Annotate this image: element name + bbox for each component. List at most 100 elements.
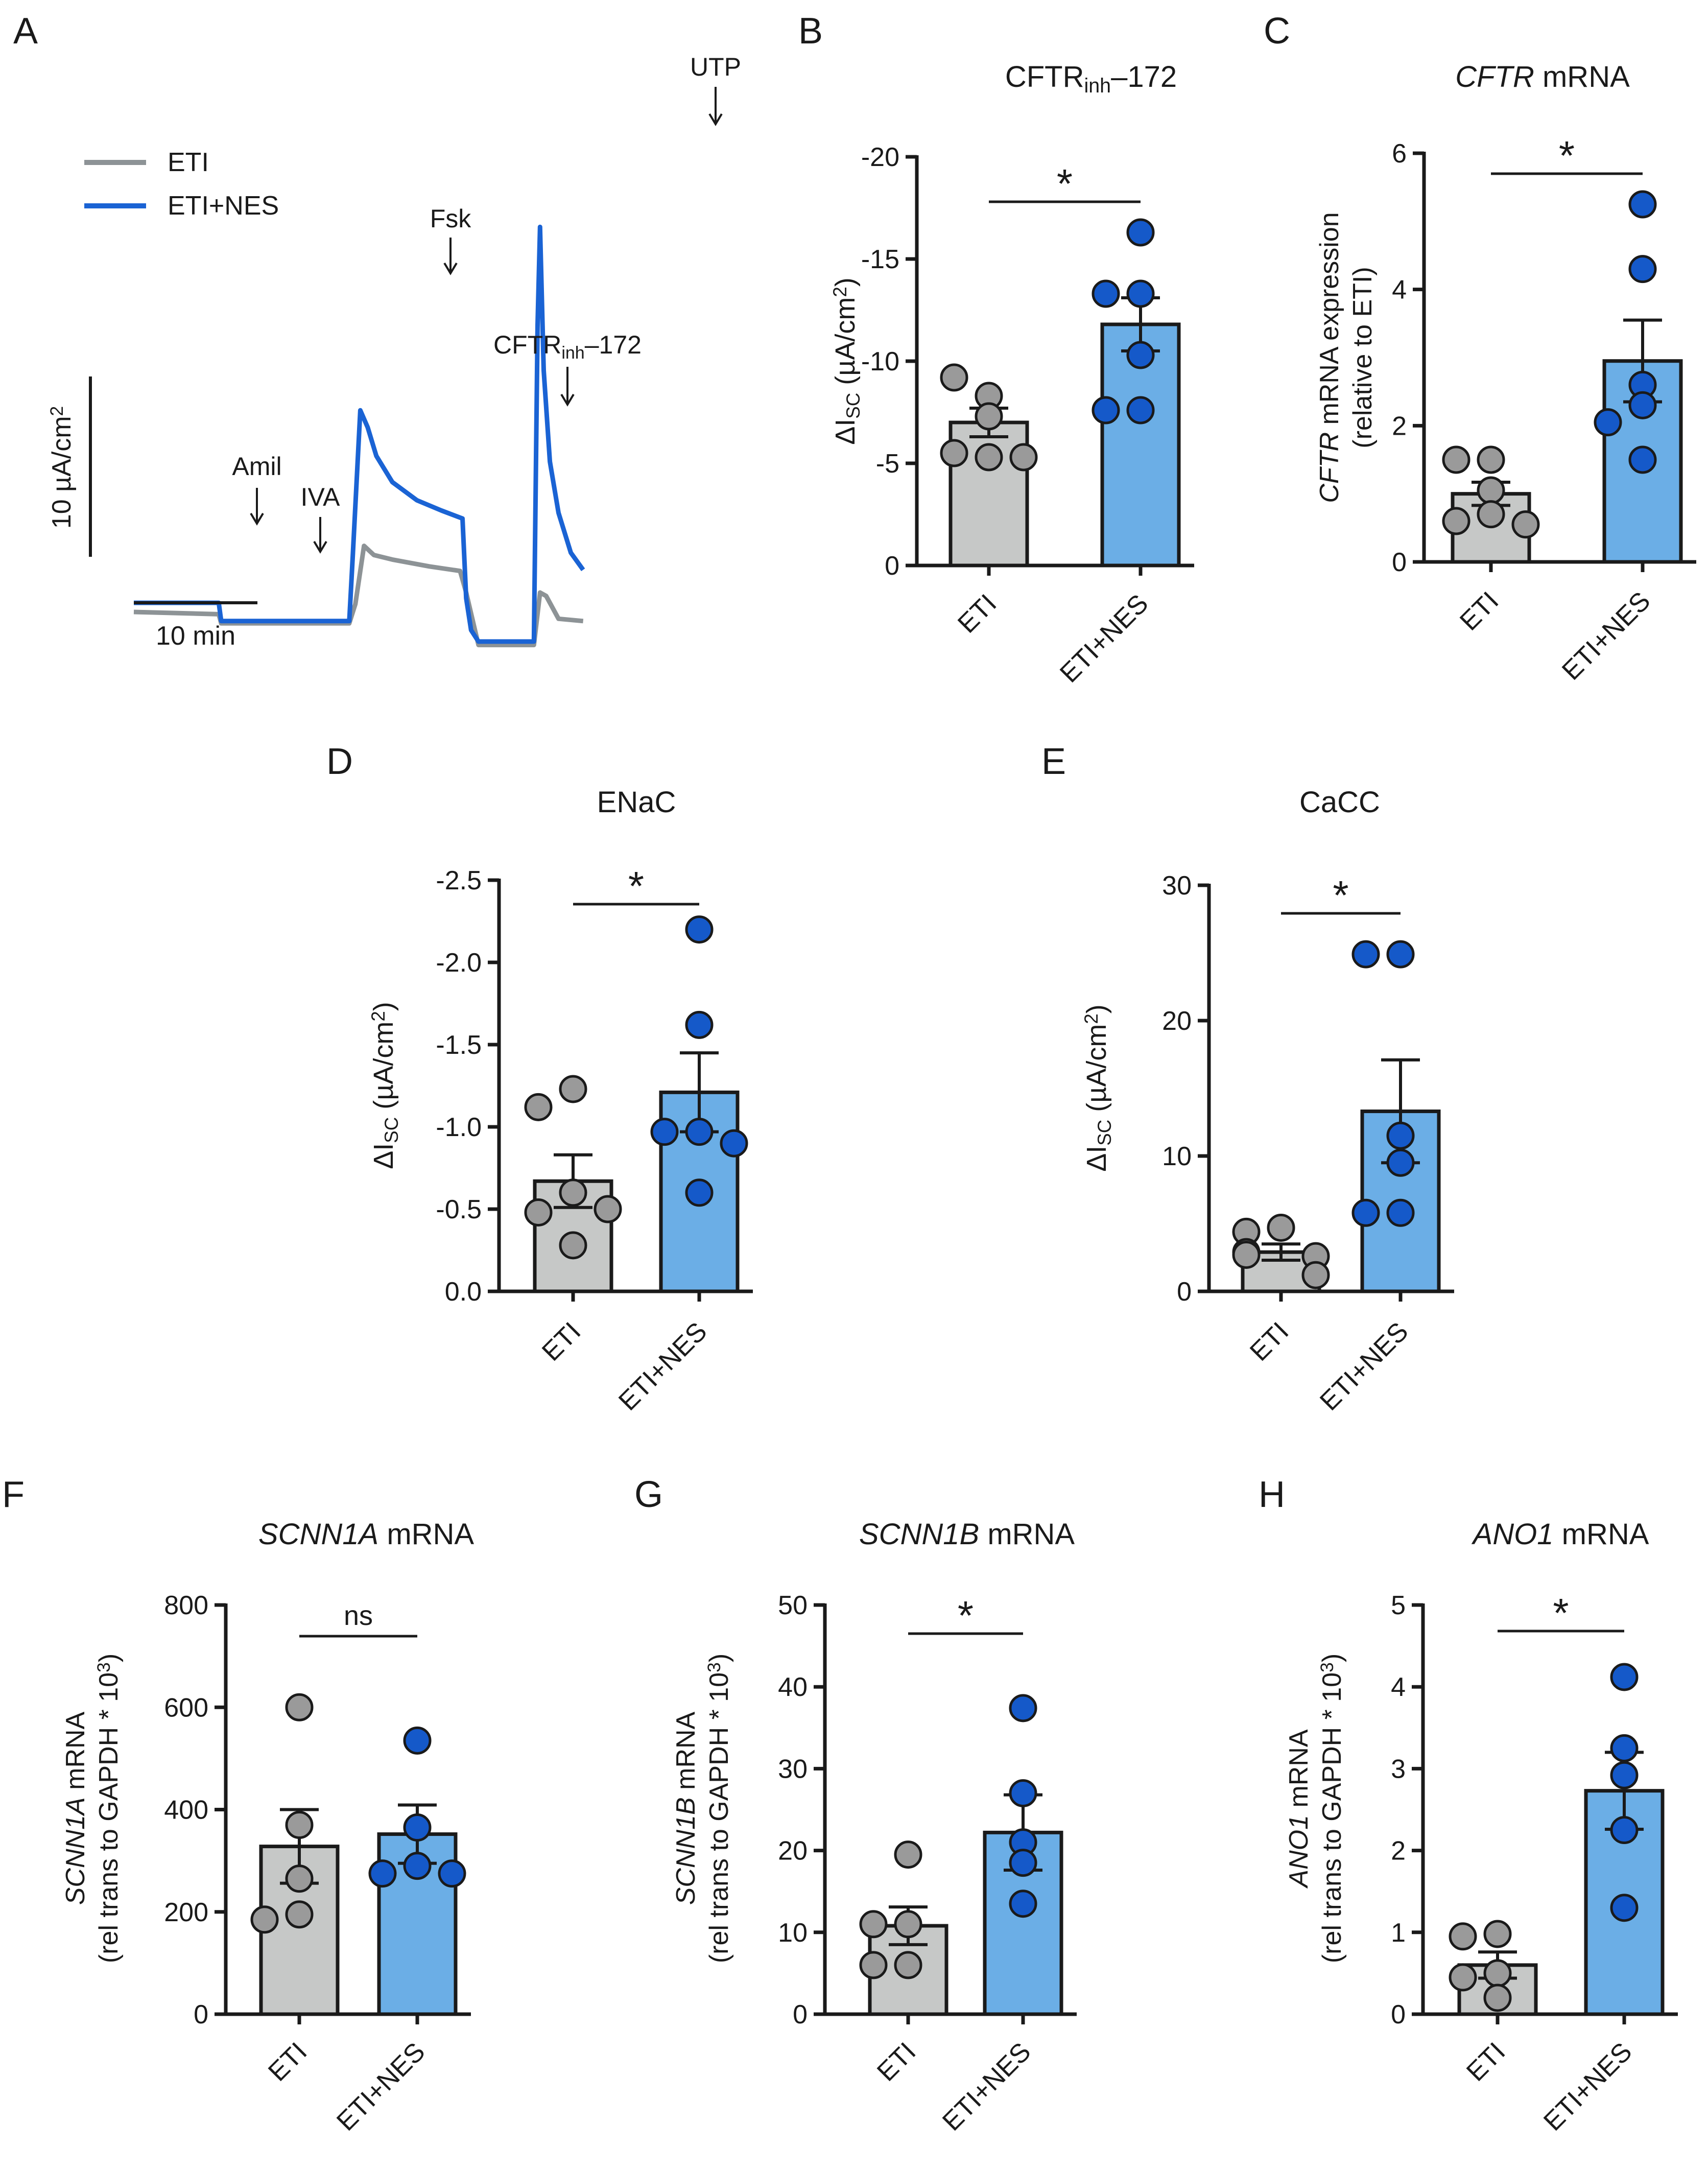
data-point-eti — [594, 1195, 622, 1223]
data-point-eti-nes — [1126, 218, 1155, 247]
data-point-eti-nes — [720, 1129, 748, 1158]
data-point-eti-nes — [1610, 1894, 1639, 1922]
significance-label: * — [1553, 1590, 1569, 1636]
annotation-arrow-head — [560, 393, 575, 407]
y-tick-label: 10 — [1162, 1142, 1192, 1171]
data-point-eti — [859, 1910, 888, 1939]
x-tick-label-eti-nes: ETI+NES — [1556, 586, 1656, 686]
chart-title: CFTR mRNA — [1455, 60, 1630, 93]
annotation-label: Fsk — [430, 204, 472, 233]
y-tick-label: 20 — [1162, 1006, 1192, 1036]
chart-title: CFTRinh–172 — [1005, 60, 1177, 97]
y-axis-label-line-1: SCNN1A mRNA — [61, 1711, 90, 1905]
data-point-eti-nes — [1386, 1148, 1415, 1177]
significance-label: * — [1333, 872, 1348, 918]
chart-title: ANO1 mRNA — [1472, 1518, 1649, 1551]
data-point-eti-nes — [1610, 1761, 1639, 1789]
data-point-eti-nes — [1092, 279, 1120, 308]
data-point-eti-nes — [1386, 1121, 1415, 1150]
y-axis-label-line-1: ANO1 mRNA — [1284, 1729, 1314, 1889]
data-point-eti — [894, 1951, 922, 1979]
x-tick-label-eti: ETI — [1461, 2037, 1511, 2087]
annotation-label: Amil — [232, 452, 281, 481]
x-tick-label-eti-nes: ETI+NES — [937, 2037, 1036, 2136]
data-point-eti-nes — [1126, 396, 1155, 424]
data-point-eti-nes — [1628, 445, 1657, 474]
legend-label-eti-nes: ETI+NES — [168, 191, 279, 221]
data-point-eti — [524, 1198, 553, 1226]
x-tick-label-eti: ETI — [952, 588, 1002, 639]
y-axis-label-line-2: (relative to ETI) — [1348, 267, 1378, 448]
x-tick-label-eti-nes: ETI+NES — [1314, 1316, 1414, 1416]
data-point-eti-nes — [1610, 1734, 1639, 1762]
scale-bar-vertical-label: 10 µA/cm2 — [47, 406, 77, 529]
legend: ETI ETI+NES — [84, 148, 279, 221]
x-tick-label-eti-nes: ETI+NES — [1054, 588, 1154, 688]
data-point-eti — [1483, 1959, 1512, 1988]
scale-bar-horizontal-label: 10 min — [156, 621, 235, 651]
data-point-eti — [1442, 445, 1470, 474]
y-tick-label: 0.0 — [445, 1277, 482, 1307]
data-point-eti — [1442, 507, 1470, 535]
y-tick-label: -15 — [861, 245, 899, 274]
trace-eti-nes — [134, 224, 585, 644]
data-point-eti-nes — [1126, 341, 1155, 369]
data-point-eti-nes — [1386, 940, 1415, 969]
annotation-cftrinh-172: CFTRinh–172 — [493, 331, 642, 407]
data-point-eti — [975, 402, 1003, 431]
y-tick-label: -5 — [876, 449, 899, 479]
data-point-eti — [559, 1075, 587, 1103]
panel-label-g: G — [634, 1474, 663, 1515]
data-point-eti-nes — [1628, 190, 1657, 219]
y-axis-label-line-1: CFTR mRNA expression — [1315, 212, 1344, 503]
y-axis-label-line-1: SCNN1B mRNA — [671, 1711, 701, 1905]
annotation-arrow-head — [250, 512, 264, 526]
data-point-eti — [1477, 476, 1505, 505]
data-point-eti — [975, 443, 1003, 471]
x-tick-label-eti-nes: ETI+NES — [1538, 2037, 1638, 2136]
data-point-eti-nes — [1628, 391, 1657, 419]
data-point-eti-nes — [1610, 1816, 1639, 1845]
annotation-iva: IVA — [301, 483, 340, 554]
data-point-eti — [940, 363, 968, 392]
data-point-eti — [285, 1900, 314, 1929]
annotation-amil: Amil — [232, 452, 282, 526]
significance-label: * — [628, 863, 644, 909]
y-tick-label: 6 — [1392, 139, 1407, 169]
x-tick-label-eti: ETI — [1244, 1316, 1294, 1366]
y-tick-label: 50 — [778, 1591, 808, 1620]
data-point-eti-nes — [1351, 1198, 1380, 1227]
y-tick-label: 0 — [793, 2000, 808, 2030]
data-point-eti — [1449, 1963, 1477, 1992]
data-point-eti-nes — [403, 1726, 432, 1755]
panel-label-b: B — [798, 11, 823, 52]
data-point-eti-nes — [685, 915, 714, 944]
y-tick-label: 800 — [164, 1591, 208, 1620]
y-tick-label: 0 — [885, 551, 899, 581]
data-point-eti — [1477, 445, 1505, 474]
data-point-eti-nes — [685, 1178, 714, 1207]
annotation-utp: UTP — [690, 53, 741, 126]
y-tick-label: 4 — [1391, 1672, 1406, 1702]
data-point-eti-nes — [1594, 408, 1622, 437]
y-tick-label: 2 — [1392, 411, 1407, 441]
panel-label-d: D — [326, 741, 353, 782]
data-point-eti-nes — [1009, 1779, 1037, 1807]
y-tick-label: 200 — [164, 1898, 208, 1927]
data-point-eti — [894, 1840, 922, 1869]
y-tick-label: 3 — [1391, 1754, 1406, 1784]
y-tick-label: -10 — [861, 347, 899, 376]
panel-label-f: F — [2, 1474, 25, 1515]
y-tick-label: -2.0 — [436, 948, 482, 978]
x-tick-label-eti: ETI — [536, 1316, 586, 1366]
data-point-eti — [285, 1811, 314, 1839]
chart-title: SCNN1A mRNA — [258, 1518, 474, 1551]
data-point-eti-nes — [1009, 1694, 1037, 1722]
data-point-eti-nes — [685, 1010, 714, 1039]
data-point-eti-nes — [1092, 396, 1120, 424]
data-point-eti — [1511, 510, 1540, 539]
